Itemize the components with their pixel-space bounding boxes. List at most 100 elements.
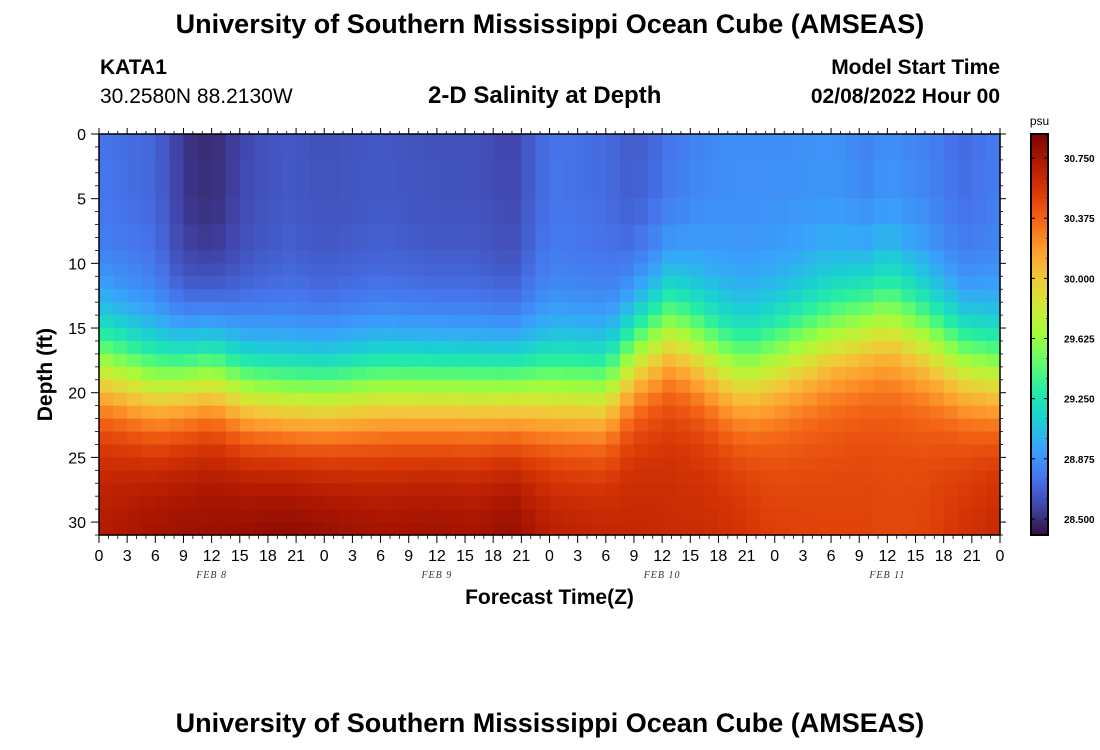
heatmap-cell	[113, 483, 128, 497]
heatmap-cell	[169, 366, 185, 381]
heatmap-cell	[802, 302, 818, 316]
heatmap-cell	[662, 496, 677, 510]
heatmap-cell	[577, 224, 593, 252]
heatmap-cell	[760, 522, 776, 536]
heatmap-cell	[155, 392, 170, 407]
heatmap-cell	[704, 315, 720, 329]
y-tick-label: 10	[68, 256, 86, 273]
heatmap-cell	[788, 405, 804, 420]
heatmap-cell	[957, 159, 973, 200]
heatmap-cell	[577, 134, 593, 161]
heatmap-cell	[479, 470, 494, 484]
heatmap-cell	[394, 470, 410, 484]
heatmap-cell	[605, 509, 621, 523]
heatmap-cell	[577, 302, 593, 316]
heatmap-cell	[197, 483, 213, 497]
heatmap-cell	[943, 159, 959, 200]
heatmap-cell	[718, 250, 734, 264]
heatmap-cell	[169, 444, 185, 458]
heatmap-cell	[267, 483, 283, 497]
heatmap-cell	[929, 250, 945, 264]
x-tick-label: 18	[259, 548, 277, 565]
heatmap-cell	[577, 328, 593, 342]
heatmap-cell	[465, 418, 480, 433]
heatmap-cell	[563, 418, 579, 433]
heatmap-cell	[310, 392, 325, 407]
heatmap-cell	[957, 276, 973, 290]
heatmap-cell	[577, 315, 593, 329]
model-start-label: Model Start Time	[831, 56, 1000, 79]
heatmap-cell	[887, 366, 903, 381]
heatmap-cell	[267, 159, 283, 200]
heatmap-cell	[915, 522, 931, 536]
heatmap-cell	[521, 470, 537, 484]
heatmap-cell	[422, 328, 438, 342]
x-tick-label: 0	[996, 548, 1005, 565]
heatmap-cell	[211, 276, 227, 290]
x-tick-label: 3	[798, 548, 807, 565]
heatmap-cell	[253, 340, 269, 355]
heatmap-cell	[465, 457, 480, 471]
heatmap-cell	[704, 224, 720, 252]
heatmap-cell	[788, 392, 804, 407]
heatmap-cell	[436, 340, 452, 355]
heatmap-cell	[929, 457, 945, 471]
heatmap-cell	[450, 198, 466, 226]
heatmap-cell	[267, 418, 283, 433]
heatmap-cell	[282, 276, 297, 290]
heatmap-cell	[957, 431, 973, 446]
heatmap-cell	[436, 379, 452, 394]
heatmap-cell	[380, 405, 396, 420]
heatmap-cell	[662, 431, 677, 446]
heatmap-cell	[450, 263, 466, 277]
heatmap-cell	[929, 159, 945, 200]
heatmap-cell	[760, 431, 776, 446]
heatmap-cell	[985, 328, 1001, 342]
heatmap-cell	[859, 470, 874, 484]
heatmap-cell	[465, 353, 480, 368]
heatmap-cell	[633, 418, 649, 433]
heatmap-cell	[239, 457, 255, 471]
heatmap-cell	[873, 315, 888, 329]
heatmap-cell	[591, 509, 607, 523]
heatmap-cell	[760, 457, 776, 471]
heatmap-cell	[887, 302, 903, 316]
heatmap-cell	[549, 250, 565, 264]
heatmap-cell	[662, 457, 677, 471]
heatmap-cell	[676, 392, 691, 407]
heatmap-cell	[648, 509, 663, 523]
x-tick-label: 12	[428, 548, 446, 565]
heatmap-cell	[141, 353, 156, 368]
heatmap-cell	[113, 392, 128, 407]
x-tick-label: 6	[376, 548, 385, 565]
heatmap-cell	[211, 224, 227, 252]
heatmap-cell	[831, 134, 846, 161]
heatmap-cell	[183, 444, 199, 458]
heatmap-cell	[690, 496, 705, 510]
heatmap-cell	[943, 405, 959, 420]
heatmap-cell	[704, 276, 720, 290]
heatmap-cell	[507, 315, 522, 329]
heatmap-cell	[197, 470, 213, 484]
heatmap-cell	[929, 392, 945, 407]
heatmap-cell	[816, 224, 832, 252]
heatmap-cell	[605, 353, 621, 368]
colorbar-tick-label: 30.000	[1064, 274, 1095, 285]
heatmap-cell	[971, 405, 987, 420]
heatmap-cell	[394, 224, 410, 252]
heatmap-cell	[535, 250, 551, 264]
heatmap-cell	[535, 392, 551, 407]
heatmap-cell	[662, 483, 677, 497]
heatmap-cell	[197, 457, 213, 471]
heatmap-cell	[380, 379, 396, 394]
heatmap-cell	[605, 340, 621, 355]
heatmap-cell	[816, 405, 832, 420]
heatmap-cell	[676, 379, 691, 394]
heatmap-cell	[859, 509, 874, 523]
heatmap-cell	[113, 496, 128, 510]
heatmap-cell	[352, 457, 368, 471]
heatmap-cell	[408, 366, 424, 381]
heatmap-cell	[352, 392, 368, 407]
heatmap-cell	[422, 366, 438, 381]
heatmap-cell	[211, 289, 227, 303]
